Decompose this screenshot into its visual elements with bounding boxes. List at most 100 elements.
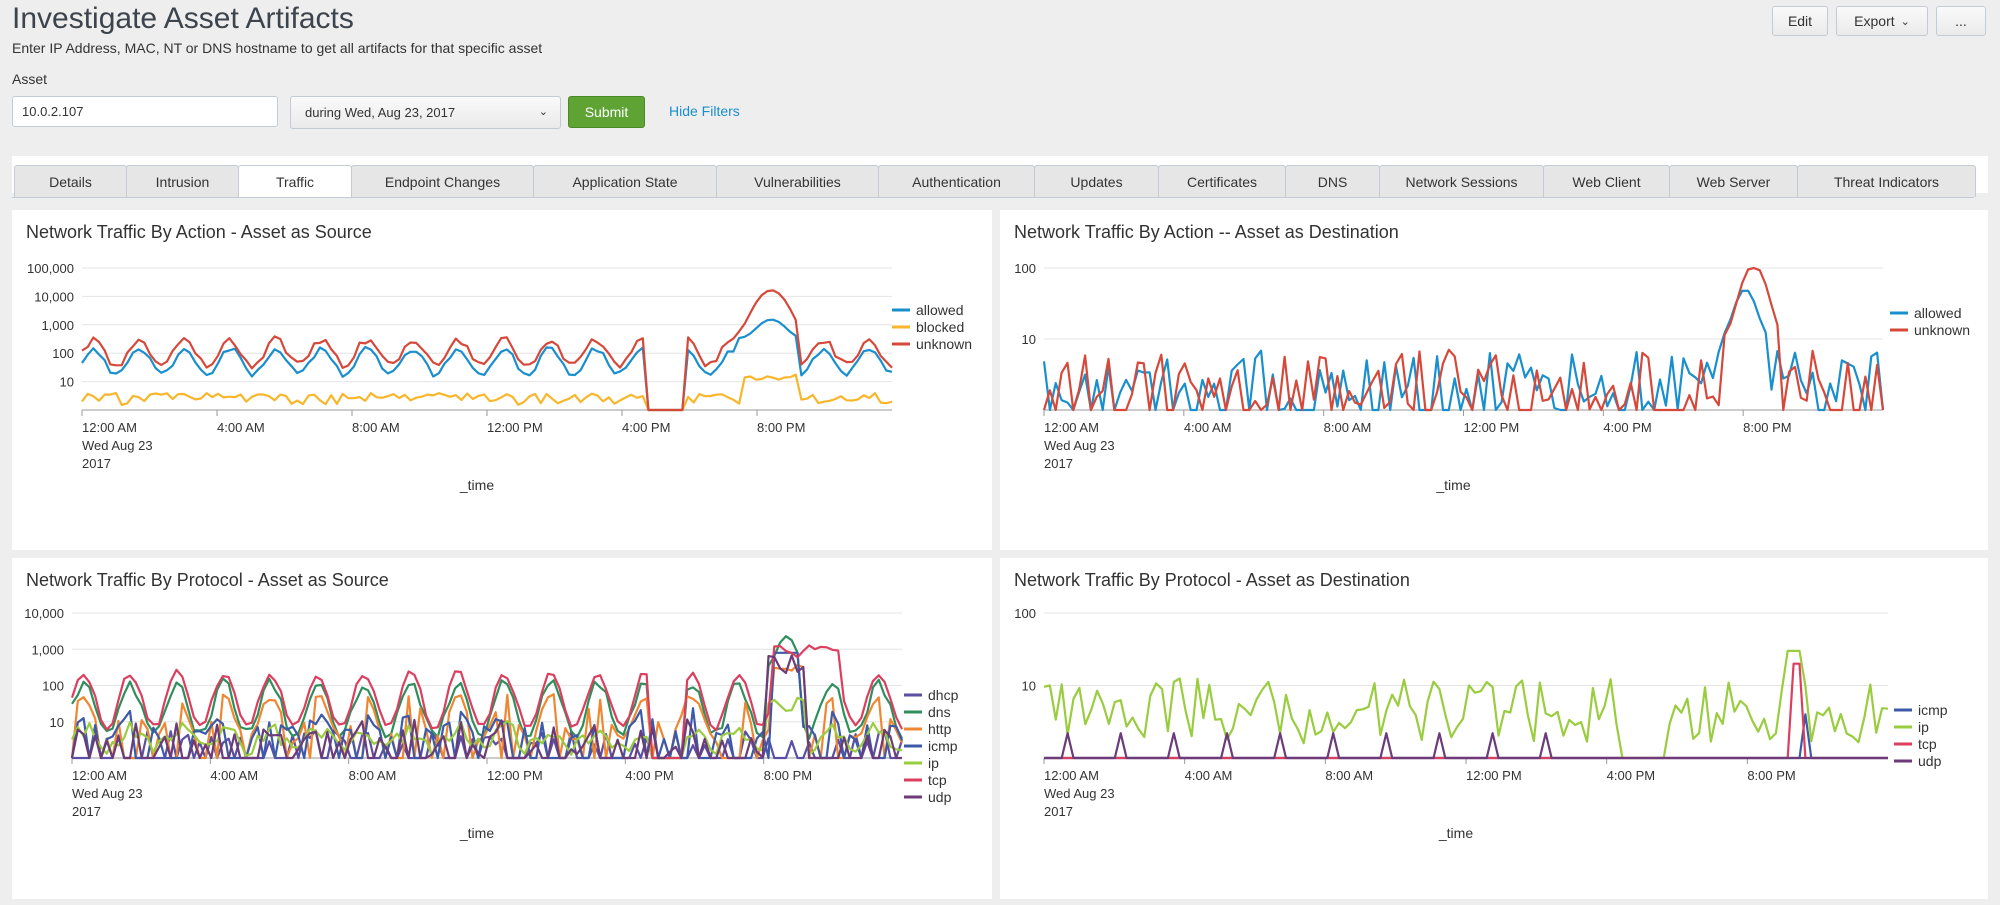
more-button[interactable]: ... xyxy=(1936,6,1986,36)
hide-filters-link[interactable]: Hide Filters xyxy=(669,103,740,119)
x-tick-label: 4:00 AM xyxy=(1185,768,1233,783)
tab-divider xyxy=(12,197,1974,198)
x-tick-label: 12:00 AM xyxy=(72,768,127,783)
tab-web-server[interactable]: Web Server xyxy=(1669,165,1798,197)
series-line-icmp[interactable] xyxy=(1044,713,1888,760)
panel-protocol-source: Network Traffic By Protocol - Asset as S… xyxy=(12,558,992,899)
tab-authentication[interactable]: Authentication xyxy=(878,165,1035,197)
x-axis-title: _time xyxy=(1435,477,1470,493)
y-tick-label: 100 xyxy=(42,679,64,694)
x-tick-label: 4:00 PM xyxy=(625,768,673,783)
page-title: Investigate Asset Artifacts xyxy=(12,2,354,35)
y-tick-label: 10 xyxy=(60,375,74,390)
chart-0: 100,000 10,000 1,000 100 10 12:00 AM 4:00 AM 8:… xyxy=(27,261,972,493)
chevron-down-icon: ⌄ xyxy=(538,106,548,118)
legend-item-blocked[interactable]: blocked xyxy=(916,319,964,335)
series-line-blocked[interactable] xyxy=(81,373,893,412)
legend-item-icmp[interactable]: icmp xyxy=(928,738,958,754)
x-tick-label: 12:00 PM xyxy=(487,420,543,435)
y-tick-label: 10 xyxy=(1022,332,1036,347)
asset-label: Asset xyxy=(12,71,48,87)
y-tick-label: 1,000 xyxy=(31,642,64,657)
legend-item-udp[interactable]: udp xyxy=(1918,753,1942,769)
series-line-udp[interactable] xyxy=(70,654,902,760)
tab-details[interactable]: Details xyxy=(14,165,127,197)
x-tick-label: 4:00 PM xyxy=(622,420,670,435)
legend-item-unknown[interactable]: unknown xyxy=(1914,322,1970,338)
y-tick-label: 100 xyxy=(1014,261,1036,276)
x-tick-label: 8:00 AM xyxy=(1325,768,1373,783)
tab-traffic[interactable]: Traffic xyxy=(238,165,352,198)
legend-item-allowed[interactable]: allowed xyxy=(916,302,963,318)
x-date-label: Wed Aug 23 xyxy=(82,438,153,453)
tab-vulnerabilities[interactable]: Vulnerabilities xyxy=(716,165,879,197)
tab-network-sessions[interactable]: Network Sessions xyxy=(1379,165,1544,197)
tab-application-state[interactable]: Application State xyxy=(533,165,717,197)
asset-input[interactable]: 10.0.2.107 xyxy=(12,96,278,127)
time-range-value: during Wed, Aug 23, 2017 xyxy=(305,105,456,120)
tab-certificates[interactable]: Certificates xyxy=(1158,165,1286,197)
export-button[interactable]: Export ⌄ xyxy=(1836,6,1928,36)
x-tick-label: 12:00 PM xyxy=(1466,768,1522,783)
submit-button[interactable]: Submit xyxy=(568,96,645,128)
page-subtitle: Enter IP Address, MAC, NT or DNS hostnam… xyxy=(12,40,543,56)
panel-protocol-destination: Network Traffic By Protocol - Asset as D… xyxy=(1000,558,1988,899)
tab-dns[interactable]: DNS xyxy=(1285,165,1380,197)
x-tick-label: 8:00 AM xyxy=(352,420,400,435)
y-tick-label: 10 xyxy=(50,715,64,730)
legend-item-ip[interactable]: ip xyxy=(928,755,939,771)
chart-2: 10,000 1,000 100 10 12:00 AM 4:00 AM 8:00 AM 12… xyxy=(24,606,959,841)
tab-threat-indicators[interactable]: Threat Indicators xyxy=(1797,165,1976,197)
panel-title: Network Traffic By Action -- Asset as De… xyxy=(1014,222,1399,242)
legend-item-ip[interactable]: ip xyxy=(1918,719,1929,735)
legend-item-dhcp[interactable]: dhcp xyxy=(928,687,959,703)
x-date-label: 2017 xyxy=(72,804,101,819)
y-tick-label: 1,000 xyxy=(41,318,74,333)
panel-title: Network Traffic By Protocol - Asset as D… xyxy=(1014,570,1410,590)
tab-endpoint-changes[interactable]: Endpoint Changes xyxy=(351,165,534,197)
x-tick-label: 12:00 PM xyxy=(487,768,543,783)
edit-button[interactable]: Edit xyxy=(1772,6,1828,36)
tab-bar: Details Intrusion Traffic Endpoint Changes A… xyxy=(14,165,1976,198)
legend-item-dns[interactable]: dns xyxy=(928,704,951,720)
chart-1: 100 10 12:00 AM 4:00 AM 8:00 AM 12:00 PM 4:00 … xyxy=(1014,261,1970,493)
x-date-label: Wed Aug 23 xyxy=(1044,786,1115,801)
x-tick-label: 4:00 AM xyxy=(217,420,265,435)
x-tick-label: 4:00 PM xyxy=(1603,420,1651,435)
x-axis-title: _time xyxy=(1438,825,1473,841)
series-line-allowed[interactable] xyxy=(1042,289,1885,412)
legend-item-unknown[interactable]: unknown xyxy=(916,336,972,352)
series-line-ip[interactable] xyxy=(1043,649,1889,760)
legend-item-http[interactable]: http xyxy=(928,721,952,737)
x-date-label: 2017 xyxy=(1044,804,1073,819)
x-date-label: Wed Aug 23 xyxy=(1044,438,1115,453)
panel-action-source: Network Traffic By Action - Asset as Sou… xyxy=(12,210,992,550)
legend-item-tcp[interactable]: tcp xyxy=(928,772,947,788)
time-range-select[interactable]: during Wed, Aug 23, 2017 ⌄ xyxy=(290,96,561,129)
x-tick-label: 4:00 AM xyxy=(210,768,258,783)
x-tick-label: 8:00 PM xyxy=(1743,420,1791,435)
legend-item-allowed[interactable]: allowed xyxy=(1914,305,1961,321)
x-date-label: Wed Aug 23 xyxy=(72,786,143,801)
x-tick-label: 8:00 AM xyxy=(349,768,397,783)
panel-title: Network Traffic By Action - Asset as Sou… xyxy=(26,222,372,242)
legend-item-icmp[interactable]: icmp xyxy=(1918,702,1948,718)
x-tick-label: 12:00 AM xyxy=(1044,768,1099,783)
legend-item-tcp[interactable]: tcp xyxy=(1918,736,1937,752)
panel-action-destination: Network Traffic By Action -- Asset as De… xyxy=(1000,210,1988,550)
y-tick-label: 10 xyxy=(1022,679,1036,694)
series-line-udp[interactable] xyxy=(1044,732,1888,760)
series-line-unknown[interactable] xyxy=(81,289,893,412)
x-date-label: 2017 xyxy=(82,456,111,471)
tab-web-client[interactable]: Web Client xyxy=(1543,165,1670,197)
tab-intrusion[interactable]: Intrusion xyxy=(126,165,239,197)
series-line-allowed[interactable] xyxy=(81,318,893,412)
series-line-unknown[interactable] xyxy=(1042,266,1885,412)
x-tick-label: 4:00 AM xyxy=(1184,420,1232,435)
legend-item-udp[interactable]: udp xyxy=(928,789,952,805)
panel-title: Network Traffic By Protocol - Asset as S… xyxy=(26,570,389,590)
x-tick-label: 8:00 PM xyxy=(764,768,812,783)
tab-updates[interactable]: Updates xyxy=(1034,165,1159,197)
y-tick-label: 10,000 xyxy=(24,606,64,621)
y-tick-label: 100 xyxy=(52,346,74,361)
